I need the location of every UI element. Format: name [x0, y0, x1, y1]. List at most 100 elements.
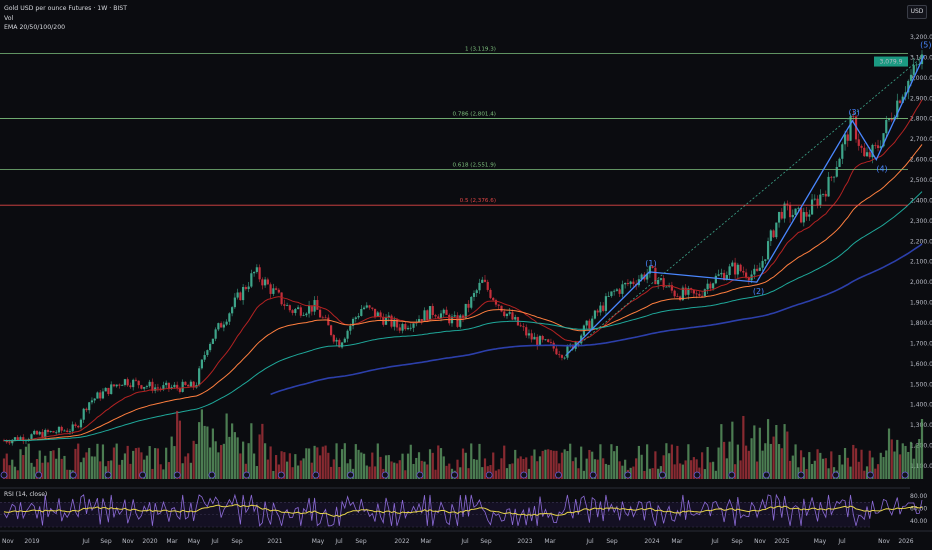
- volume-bar: [244, 463, 247, 479]
- volume-bar: [558, 463, 561, 479]
- y-tick-label: 1,500.00: [910, 381, 932, 388]
- candle: [305, 313, 308, 316]
- candle: [890, 118, 893, 121]
- candle: [734, 262, 737, 275]
- volume-bar: [684, 460, 687, 479]
- x-tick-label: Nov: [878, 538, 890, 545]
- volume-bar: [643, 470, 646, 479]
- volume-bar: [11, 459, 14, 479]
- candle: [264, 279, 267, 286]
- y-tick-label: 3,200.00: [910, 34, 932, 41]
- candle: [879, 146, 882, 149]
- x-axis: Nov 2019 Jul Sep Nov 2020 Mar May Jul Sep 2021 May J…: [2, 538, 914, 545]
- volume-bar: [544, 449, 547, 479]
- candle: [887, 118, 891, 120]
- volume-bar: [846, 457, 849, 479]
- volume-bar: [838, 454, 841, 479]
- volume-bar: [692, 457, 695, 479]
- candle: [338, 339, 341, 348]
- candle: [481, 279, 484, 283]
- candle: [571, 344, 575, 349]
- volume-bar: [893, 451, 896, 479]
- volume-bar: [775, 424, 778, 479]
- candle: [209, 343, 212, 351]
- candle: [742, 271, 745, 273]
- ema50-line: [3, 144, 923, 442]
- candle: [838, 158, 841, 167]
- volume-bar: [874, 468, 877, 479]
- fib-label: 1 (3,119.3): [465, 46, 496, 52]
- volume-bar: [602, 458, 605, 479]
- volume-bar: [277, 464, 280, 479]
- volume-bar: [662, 455, 665, 479]
- candle: [657, 279, 660, 285]
- x-tick-label: Nov: [2, 538, 14, 545]
- volume-bar: [525, 457, 528, 479]
- candle: [874, 144, 877, 146]
- candle: [107, 387, 110, 395]
- volume-bar: [483, 458, 487, 479]
- elliott-waves: (1) (2) (3) (4) (5): [565, 40, 931, 357]
- volume-bar: [654, 451, 657, 479]
- candle: [137, 380, 140, 386]
- candle: [832, 176, 836, 178]
- event-marker: [0, 471, 8, 479]
- volume-bar: [857, 461, 860, 479]
- volume-bar: [428, 449, 432, 479]
- candle: [775, 222, 778, 238]
- candle: [467, 303, 470, 308]
- candle: [646, 273, 649, 280]
- volume-bar: [401, 453, 404, 479]
- volume-bar: [310, 462, 313, 479]
- volume-bar: [791, 455, 794, 479]
- candle: [744, 272, 748, 278]
- currency-button[interactable]: USD: [907, 5, 927, 19]
- candle: [659, 278, 662, 280]
- volume-bar: [898, 454, 902, 479]
- volume-bar: [604, 463, 608, 479]
- candle: [766, 241, 770, 260]
- candle: [63, 430, 66, 432]
- x-tick-label: 2022: [394, 538, 409, 545]
- candle: [898, 100, 902, 103]
- candle: [178, 387, 182, 392]
- volume-bar: [723, 441, 726, 479]
- volume-bar: [285, 461, 289, 479]
- candle: [115, 384, 118, 387]
- volume-bar: [599, 444, 602, 479]
- y-tick-label: 1,800.00: [910, 320, 932, 327]
- y-tick-label: 3,000.00: [910, 75, 932, 82]
- candle: [55, 432, 58, 434]
- volume-bar: [431, 452, 434, 479]
- volume-bar: [527, 468, 531, 479]
- candle: [176, 384, 179, 388]
- fib-label: 0.5 (2,376.6): [460, 198, 496, 204]
- volume-bar: [225, 413, 228, 479]
- volume-bar: [151, 468, 154, 479]
- y-tick-label: 1,900.00: [910, 300, 932, 307]
- y-tick-label: 2,200.00: [910, 238, 932, 245]
- volume-bar: [772, 436, 775, 479]
- volume-bar: [668, 453, 671, 479]
- candle: [816, 198, 819, 206]
- volume-bar: [621, 465, 624, 479]
- rsi-tick-label: 60.00: [910, 505, 927, 512]
- volume-bar: [569, 443, 572, 479]
- x-tick-label: 2025: [774, 538, 789, 545]
- volume-bar: [646, 444, 649, 479]
- candle: [478, 282, 481, 291]
- wave-label: (1): [645, 259, 656, 268]
- candle: [846, 134, 849, 141]
- ema100-line: [3, 191, 923, 442]
- candle: [285, 305, 289, 306]
- event-marker: [832, 471, 840, 479]
- volume-bar: [555, 450, 558, 479]
- x-tick-label: Sep: [731, 538, 743, 545]
- event-markers: [0, 471, 909, 479]
- volume-bar: [170, 436, 173, 479]
- candle: [189, 381, 192, 387]
- volume-bar: [813, 460, 816, 479]
- volume-bar: [329, 466, 333, 479]
